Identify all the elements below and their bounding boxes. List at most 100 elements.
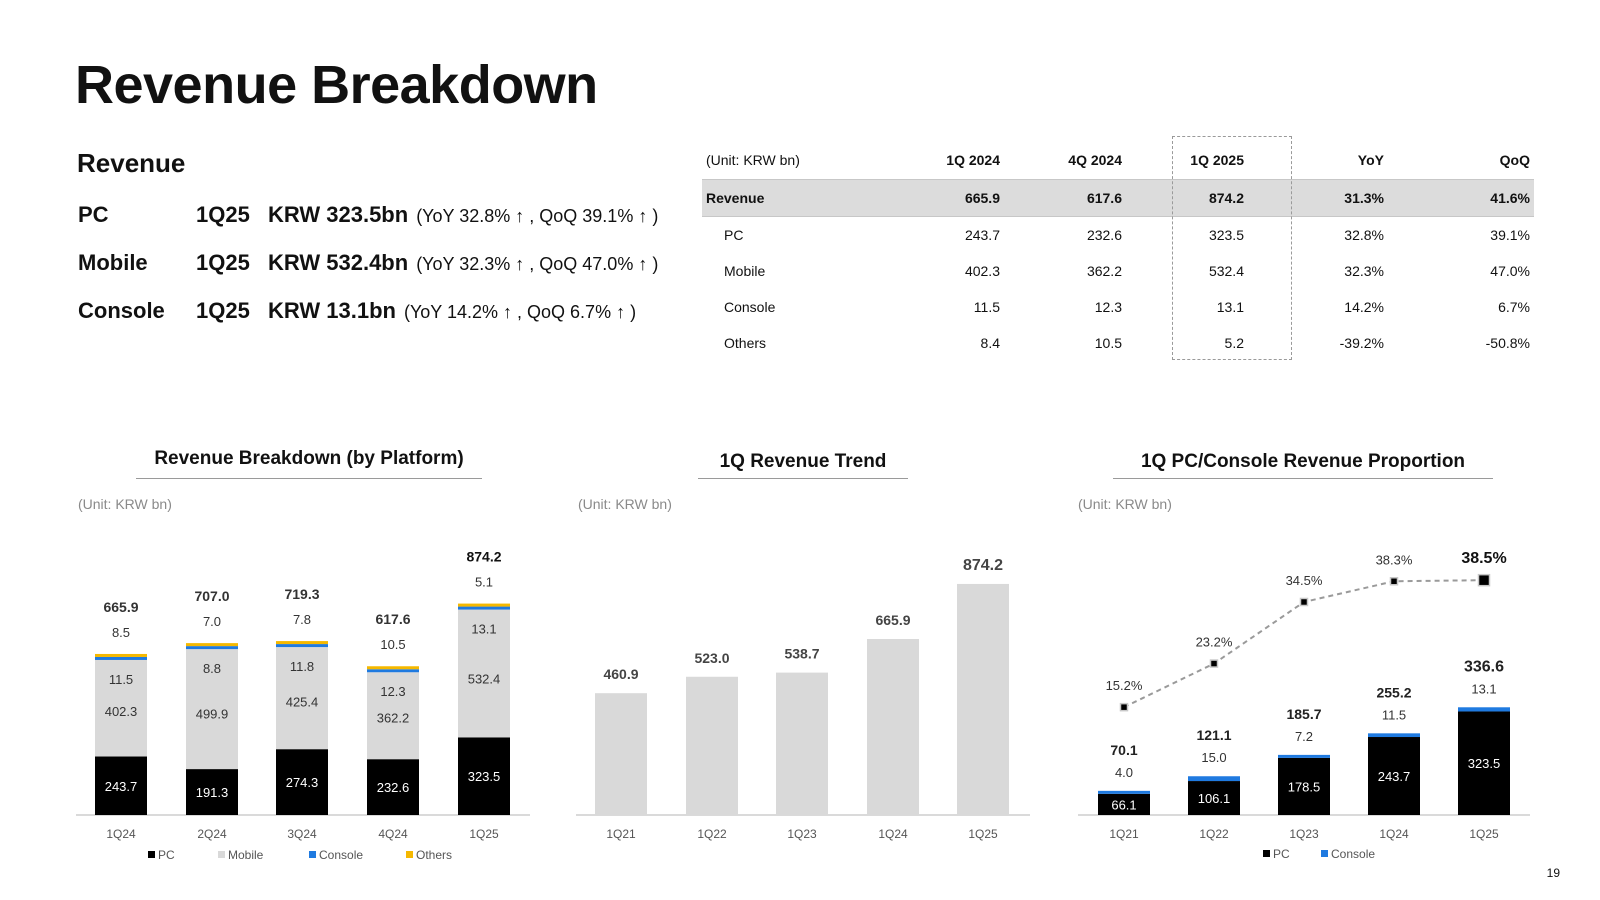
bar-segment-pc bbox=[1188, 781, 1240, 815]
value-label-others: 8.5 bbox=[112, 625, 130, 640]
bar-segment-others bbox=[367, 666, 419, 670]
category-label: 1Q25 bbox=[1469, 827, 1499, 841]
value-label: 538.7 bbox=[784, 646, 819, 662]
table-unit: (Unit: KRW bn) bbox=[706, 152, 800, 168]
cell: 32.3% bbox=[1344, 263, 1384, 279]
value-label-console: 11.8 bbox=[290, 659, 314, 674]
cell: 6.7% bbox=[1498, 299, 1530, 315]
proportion-point bbox=[1389, 577, 1399, 586]
total-label: 665.9 bbox=[103, 599, 138, 615]
bar-segment-console bbox=[1458, 707, 1510, 712]
bar-segment-others bbox=[276, 641, 328, 645]
cell: 402.3 bbox=[964, 263, 1000, 279]
unit-label: (Unit: KRW bn) bbox=[1078, 496, 1172, 512]
summary-row-console: Console 1Q25 KRW 13.1bn (YoY 14.2% ↑ , Q… bbox=[78, 298, 636, 332]
category-label: 1Q23 bbox=[1289, 827, 1319, 841]
value-label-console: 7.2 bbox=[1295, 729, 1313, 744]
bar-segment-pc bbox=[186, 769, 238, 815]
row-label: Revenue bbox=[702, 179, 872, 217]
legend-label: PC bbox=[1273, 847, 1290, 861]
bar-segment-pc bbox=[276, 749, 328, 815]
bar-segment-console bbox=[458, 606, 510, 610]
cell: 12.3 bbox=[1094, 299, 1122, 315]
total-label: 121.1 bbox=[1196, 727, 1231, 743]
proportion-label: 38.3% bbox=[1376, 552, 1413, 567]
bar-segment-mobile bbox=[367, 672, 419, 760]
bar-segment-console bbox=[95, 656, 147, 660]
revenue-table: (Unit: KRW bn) 1Q 2024 4Q 2024 1Q 2025 Y… bbox=[702, 141, 1534, 361]
table-row: Revenue 665.9 617.6 874.2 31.3% 41.6% bbox=[702, 179, 1534, 217]
legend-label: Console bbox=[319, 848, 363, 862]
cell: 8.4 bbox=[980, 335, 1000, 351]
bar-segment-pc bbox=[1098, 793, 1150, 815]
revenue-heading: Revenue bbox=[77, 148, 186, 178]
bar-segment-pc bbox=[1368, 737, 1420, 815]
cell: 31.3% bbox=[1248, 179, 1388, 217]
category-label: 1Q24 bbox=[1379, 827, 1409, 841]
legend-swatch bbox=[1321, 850, 1328, 857]
value-label-others: 5.1 bbox=[475, 575, 493, 590]
chart-title-platform: Revenue Breakdown (by Platform) bbox=[154, 448, 464, 469]
platform-name: Console bbox=[78, 298, 165, 323]
bar-segment-console bbox=[276, 644, 328, 648]
cell: 13.1 bbox=[1216, 299, 1244, 315]
table-row: Mobile 402.3 362.2 532.4 32.3% 47.0% bbox=[702, 253, 1534, 289]
platform-amount: KRW 323.5bn bbox=[268, 202, 409, 227]
legend-swatch bbox=[218, 851, 225, 858]
total-label: 707.0 bbox=[194, 588, 229, 604]
bar-segment-pc bbox=[458, 737, 510, 815]
category-label: 1Q22 bbox=[1199, 827, 1229, 841]
value-label-console: 11.5 bbox=[1382, 707, 1406, 722]
value-label-console: 4.0 bbox=[1115, 765, 1133, 780]
cell: 323.5 bbox=[1208, 227, 1244, 243]
bar bbox=[776, 672, 828, 815]
value-label-mobile: 499.9 bbox=[196, 707, 229, 722]
value-label-pc: 274.3 bbox=[286, 775, 319, 790]
value-label-console: 8.8 bbox=[203, 661, 221, 676]
title-underline bbox=[136, 478, 482, 479]
cell: 362.2 bbox=[1086, 263, 1122, 279]
bar bbox=[595, 693, 647, 815]
total-label: 255.2 bbox=[1376, 684, 1411, 700]
cell: 532.4 bbox=[1208, 263, 1244, 279]
total-label: 617.6 bbox=[375, 611, 410, 627]
legend-label: Mobile bbox=[228, 848, 264, 862]
category-label: 1Q25 bbox=[469, 827, 499, 841]
table-row: Console 11.5 12.3 13.1 14.2% 6.7% bbox=[702, 289, 1534, 325]
proportion-label: 38.5% bbox=[1461, 550, 1506, 567]
category-label: 3Q24 bbox=[287, 827, 317, 841]
value-label-pc: 323.5 bbox=[468, 769, 501, 784]
bar-segment-others bbox=[186, 643, 238, 647]
value-label: 523.0 bbox=[694, 650, 729, 666]
bar-segment-mobile bbox=[95, 659, 147, 757]
platform-quarter: 1Q25 bbox=[196, 202, 250, 227]
cell: 617.6 bbox=[1004, 179, 1126, 217]
bar bbox=[957, 583, 1009, 815]
platform-name: Mobile bbox=[78, 250, 148, 275]
value-label: 665.9 bbox=[875, 612, 910, 628]
cell: 665.9 bbox=[872, 179, 1004, 217]
value-label-console: 11.5 bbox=[109, 672, 133, 687]
category-label: 1Q23 bbox=[787, 827, 817, 841]
value-label-console: 12.3 bbox=[380, 684, 405, 699]
total-label: 719.3 bbox=[284, 586, 319, 602]
legend-swatch bbox=[148, 851, 155, 858]
category-label: 1Q21 bbox=[1109, 827, 1139, 841]
value-label-console: 13.1 bbox=[1471, 681, 1496, 696]
cell: 10.5 bbox=[1094, 335, 1122, 351]
summary-row-pc: PC 1Q25 KRW 323.5bn (YoY 32.8% ↑ , QoQ 3… bbox=[78, 202, 658, 236]
proportion-point bbox=[1209, 659, 1219, 668]
bar-segment-console bbox=[1368, 733, 1420, 738]
proportion-point bbox=[1477, 573, 1491, 587]
bar-segment-pc bbox=[367, 759, 419, 815]
platform-change: (YoY 32.3% ↑ , QoQ 47.0% ↑ ) bbox=[416, 254, 659, 274]
category-label: 1Q21 bbox=[606, 827, 636, 841]
total-label: 874.2 bbox=[466, 549, 501, 565]
platform-change: (YoY 14.2% ↑ , QoQ 6.7% ↑ ) bbox=[403, 302, 637, 322]
cell: 232.6 bbox=[1086, 227, 1122, 243]
cell: -39.2% bbox=[1339, 335, 1384, 351]
cell: 11.5 bbox=[973, 299, 1000, 315]
proportion-label: 15.2% bbox=[1106, 678, 1143, 693]
total-label: 336.6 bbox=[1464, 658, 1504, 675]
cell: 243.7 bbox=[964, 227, 1000, 243]
